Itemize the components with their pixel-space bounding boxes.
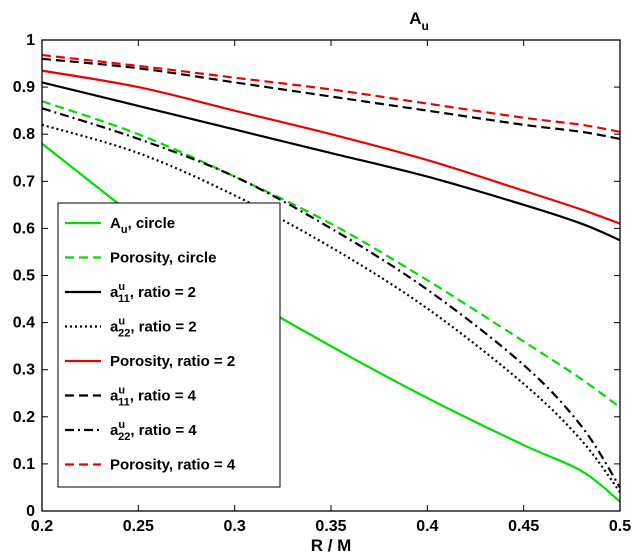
x-tick-label: 0.35 — [315, 518, 346, 535]
legend-label-5: Porosity, ratio = 2 — [110, 353, 235, 370]
y-tick-label: 0.5 — [13, 268, 35, 285]
y-tick-label: 0 — [26, 503, 35, 520]
legend-label-7: au 22, ratio = 4 — [110, 419, 197, 443]
legend-label-6: au 11, ratio = 4 — [110, 385, 197, 409]
legend-label-2: Porosity, circle — [110, 250, 216, 267]
series-line-3 — [41, 81, 621, 242]
y-tick-label: 0.3 — [13, 362, 35, 379]
x-tick-label: 0.45 — [508, 518, 539, 535]
y-tick-label: 0.2 — [13, 409, 35, 426]
y-tick-label: 0.6 — [13, 220, 35, 237]
x-tick-label: 0.4 — [416, 518, 438, 535]
chart-title-main: A — [409, 9, 421, 28]
x-axis-label: R / M — [311, 536, 352, 552]
x-tick-label: 0.25 — [123, 518, 154, 535]
y-tick-label: 0.1 — [13, 456, 35, 473]
legend-label-1: Au, circle — [110, 215, 175, 236]
x-tick-label: 0.3 — [224, 518, 246, 535]
legend-label-4: au 22, ratio = 2 — [110, 316, 197, 340]
legend-label-8: Porosity, ratio = 4 — [110, 457, 236, 474]
series-line-7 — [41, 107, 621, 489]
series-line-2 — [41, 100, 621, 409]
x-tick-label: 0.5 — [609, 518, 631, 535]
series-line-6 — [41, 57, 621, 140]
y-tick-label: 0.8 — [13, 126, 35, 143]
series-line-8 — [41, 53, 621, 133]
y-tick-label: 0.4 — [13, 315, 35, 332]
y-tick-label: 0.7 — [13, 173, 35, 190]
ticks-layer — [41, 39, 621, 512]
x-tick-label: 0.2 — [31, 518, 53, 535]
chart-title: Au — [409, 9, 429, 33]
series-line-5 — [41, 69, 621, 225]
legend: Au, circle Porosity, circle au 11, ratio = … — [57, 202, 281, 488]
y-tick-label: 0.9 — [13, 79, 35, 96]
series-line-4 — [41, 123, 621, 493]
legend-label-3: au 11, ratio = 2 — [110, 281, 196, 305]
tick-labels-layer: 0.2 0.25 0.3 0.35 0.4 0.45 0.5 0 0.1 0.2 0.3 0.4 0.5… — [13, 32, 631, 535]
legend-box — [57, 202, 281, 488]
y-tick-label: 1 — [26, 32, 35, 49]
chart-title-sub: u — [421, 19, 428, 33]
